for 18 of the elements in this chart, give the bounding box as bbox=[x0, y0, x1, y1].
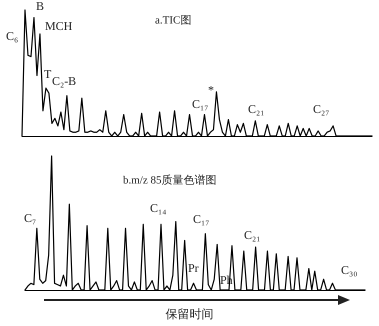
annotation: C₂₁ bbox=[248, 102, 264, 116]
annotation: C₂₇ bbox=[313, 102, 330, 116]
annotation: C₂₁ bbox=[244, 228, 260, 242]
annotation: C₃₀ bbox=[341, 263, 358, 277]
annotation: C₁₇ bbox=[193, 212, 210, 226]
annotation: C₁₄ bbox=[150, 201, 166, 215]
annotation: Pr bbox=[188, 261, 199, 275]
annotation: B bbox=[36, 0, 44, 13]
text: C₆ bbox=[6, 29, 18, 43]
annotation: MCH bbox=[45, 19, 73, 33]
text: b.m/z 85质量色谱图 bbox=[123, 174, 216, 186]
chart-title: a.TIC图 bbox=[155, 14, 192, 26]
annotation: C₁₇ bbox=[192, 97, 208, 111]
x-axis-title: 保留时间 bbox=[164, 306, 214, 323]
annotation: C₇ bbox=[24, 211, 36, 225]
annotation: C₂-B bbox=[52, 74, 76, 88]
annotation: * bbox=[208, 83, 214, 97]
annotation: T bbox=[44, 67, 52, 81]
